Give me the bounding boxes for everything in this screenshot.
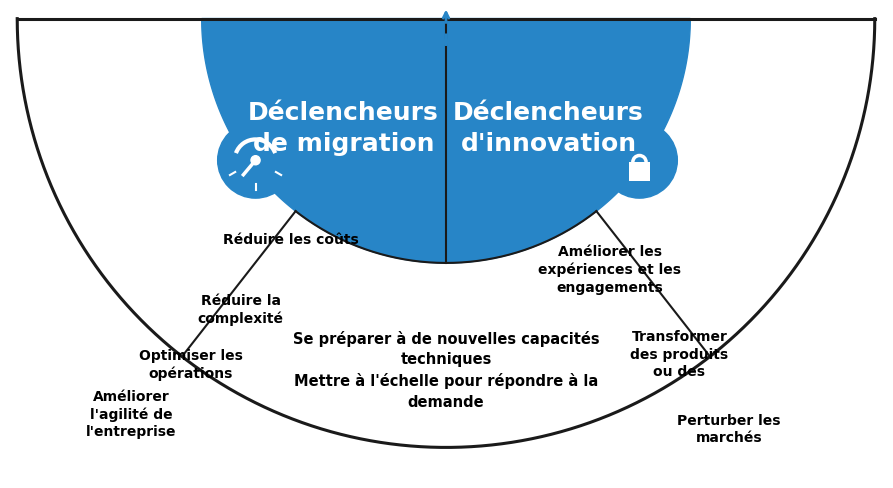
- Text: Perturber les
marchés: Perturber les marchés: [678, 414, 781, 445]
- Polygon shape: [17, 19, 875, 447]
- Circle shape: [602, 122, 678, 198]
- Text: Se préparer à de nouvelles capacités
techniques
Mettre à l'échelle pour répondre: Se préparer à de nouvelles capacités tec…: [293, 331, 599, 409]
- FancyBboxPatch shape: [629, 162, 650, 181]
- Text: Réduire la
complexité: Réduire la complexité: [197, 294, 284, 326]
- Text: Transformer
des produits
ou des: Transformer des produits ou des: [630, 330, 729, 379]
- Circle shape: [218, 122, 294, 198]
- Text: Déclencheurs
d'innovation: Déclencheurs d'innovation: [454, 101, 644, 156]
- Polygon shape: [202, 19, 690, 263]
- Circle shape: [251, 156, 260, 165]
- Text: Déclencheurs
de migration: Déclencheurs de migration: [248, 101, 438, 156]
- Text: Optimiser les
opérations: Optimiser les opérations: [138, 349, 243, 381]
- Text: Réduire les coûts: Réduire les coûts: [222, 233, 358, 247]
- Text: Améliorer les
expériences et les
engagements: Améliorer les expériences et les engagem…: [538, 245, 681, 295]
- Text: Améliorer
l'agilité de
l'entreprise: Améliorer l'agilité de l'entreprise: [86, 390, 176, 439]
